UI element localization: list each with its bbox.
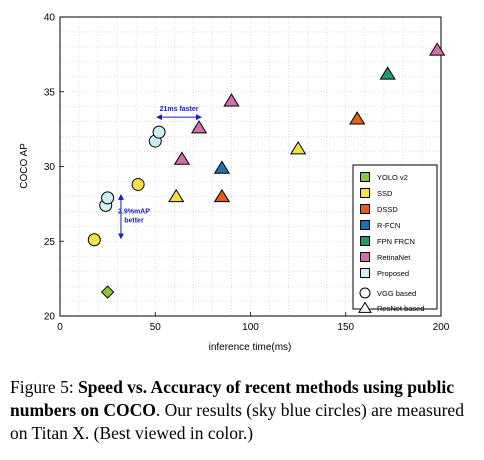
data-point-r-fcn [213, 160, 231, 174]
data-point-retinanet [173, 151, 191, 165]
x-tick-label: 100 [242, 322, 259, 333]
legend-entry-label: R-FCN [377, 221, 400, 230]
data-point-retinanet [190, 120, 208, 134]
legend-shape-label: VGG based [377, 289, 416, 298]
legend-swatch [360, 188, 370, 198]
annotation-better-label: better [124, 218, 144, 225]
legend-swatch [360, 236, 370, 246]
data-points [87, 42, 446, 299]
figure-caption: Figure 5: Speed vs. Accuracy of recent m… [10, 376, 476, 445]
legend-swatch [360, 252, 370, 262]
x-axis-ticks: 0 50 100 150 200 [57, 312, 450, 333]
data-point-retinanet [223, 93, 240, 107]
y-tick-label: 20 [44, 312, 56, 323]
x-tick-label: 200 [433, 322, 450, 333]
x-axis-label: inference time(ms) [209, 342, 292, 353]
data-point-dssd [213, 188, 231, 203]
data-point-ssd [168, 188, 185, 203]
legend-shape-label: ResNet based [377, 304, 425, 313]
data-point-ssd [289, 141, 307, 155]
x-tick-label: 0 [57, 322, 63, 333]
annotation-faster-label: 21ms faster [160, 106, 199, 113]
x-tick-label: 150 [337, 322, 354, 333]
y-tick-label: 35 [44, 87, 56, 98]
y-axis-ticks: 20 25 30 35 40 [44, 13, 64, 323]
data-point-dssd [349, 111, 366, 125]
speed-accuracy-chart: 0 50 100 150 200 20 25 30 35 40 inference time(m… [19, 13, 450, 354]
annotation-better-label: 2.9%mAP [118, 209, 150, 216]
legend-swatch [360, 220, 370, 230]
data-point-proposed [101, 191, 115, 205]
data-point-retinanet [429, 42, 446, 56]
y-tick-label: 30 [44, 162, 56, 173]
data-point-proposed [152, 125, 166, 139]
legend-entry-label: SSD [377, 189, 393, 198]
caption-prefix: Figure 5: [10, 377, 79, 397]
data-point-fpn-frcn [379, 66, 396, 80]
legend-swatch [360, 204, 370, 214]
legend-shape-circle [359, 287, 371, 299]
legend-swatch [360, 172, 370, 182]
legend-swatch [360, 268, 370, 278]
x-tick-label: 50 [150, 322, 162, 333]
data-point-yolo-v2 [100, 285, 115, 299]
legend: YOLO v2 SSD DSSD R-FCN FPN FRCN RetinaNet Prop… [352, 164, 438, 313]
legend-entry-label: RetinaNet [377, 253, 411, 262]
legend-entry-label: YOLO v2 [377, 173, 408, 182]
caption-rest: . Our results (sky blue circles) are mea… [10, 400, 464, 443]
y-axis-label: COCO AP [19, 143, 30, 189]
y-tick-label: 25 [44, 237, 56, 248]
legend-entry-label: DSSD [377, 205, 398, 214]
legend-shape-triangle [358, 301, 372, 313]
caption-bold: Speed vs. Accuracy of recent methods usi… [10, 377, 454, 420]
data-point-ssd [87, 233, 101, 247]
legend-entry-label: FPN FRCN [377, 237, 415, 246]
annotations: 21ms faster 2.9%mAP better [117, 106, 202, 240]
data-point-ssd [131, 177, 145, 191]
y-tick-label: 40 [44, 13, 56, 24]
legend-entry-label: Proposed [377, 269, 409, 278]
